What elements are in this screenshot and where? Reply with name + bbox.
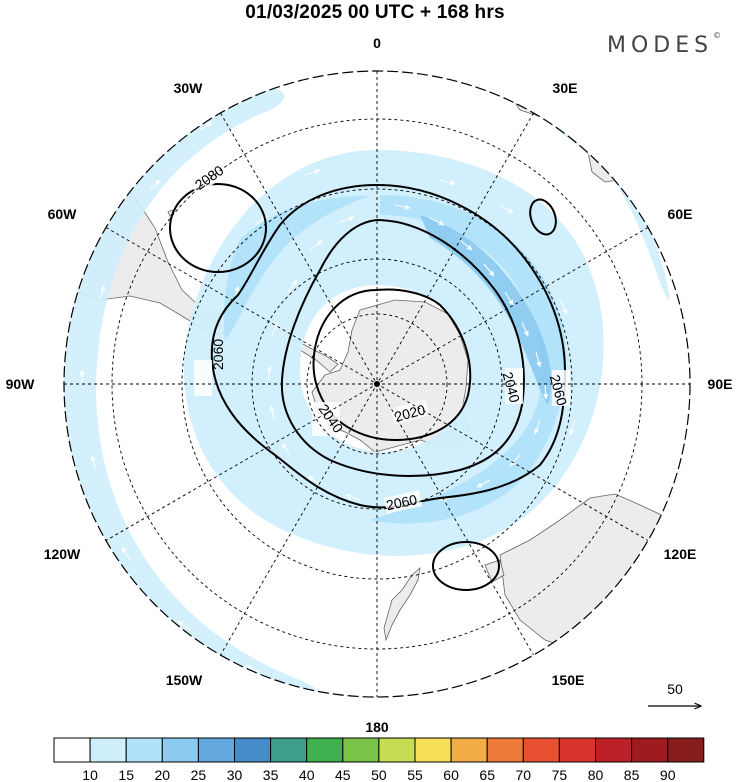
colorbar-tick-label: 20: [155, 767, 171, 782]
contour-label-2060-south: 2060: [385, 491, 419, 513]
colorbar-tick-label: 15: [118, 767, 134, 782]
contour-2060-south: [432, 541, 500, 591]
colorbar-tick-label: 75: [552, 767, 568, 782]
colorbar-swatch: [378, 737, 416, 763]
colorbar-tick-label: 65: [479, 767, 495, 782]
colorbar-swatch: [558, 737, 597, 763]
colorbar-tick-label: 85: [624, 767, 640, 782]
colorbar-swatch: [161, 737, 199, 763]
modes-logo: MODES©: [607, 31, 722, 58]
south-pole-marker: [374, 381, 380, 387]
colorbar-tick-label: 30: [227, 767, 243, 782]
colorbar-tick-label: 45: [335, 767, 351, 782]
colorbar-swatch: [342, 737, 380, 763]
colorbar-tick-label: 25: [191, 767, 207, 782]
colorbar-tick-label: 40: [299, 767, 315, 782]
contour-label-2020: 2020: [393, 401, 427, 425]
colorbar-tick-label: 35: [263, 767, 279, 782]
colorbar-swatch: [53, 737, 91, 763]
wind-shading: [64, 88, 670, 697]
colorbar-swatch: [667, 737, 705, 763]
label-150e: 150E: [552, 672, 585, 688]
contour-2020: [312, 288, 472, 442]
map-boundary: [63, 70, 691, 698]
colorbar-swatch: [414, 737, 452, 763]
contour-2060-main: [210, 183, 567, 509]
colorbar-tick-label: 60: [443, 767, 459, 782]
label-60e: 60E: [668, 206, 693, 222]
label-90w: 90W: [6, 376, 36, 392]
contour-2060-east: [529, 198, 557, 236]
colorbar-swatch: [125, 737, 163, 763]
contour-2080: [169, 183, 267, 273]
shading-20-west: [223, 195, 370, 340]
contour-2040: [280, 218, 525, 477]
new-zealand: [383, 566, 421, 642]
colorbar-tick-label: 90: [660, 767, 676, 782]
contour-labels: 2080 2060 2060 2040 2040 2020 2060: [188, 162, 570, 514]
label-120w: 120W: [44, 546, 81, 562]
label-0: 0: [373, 35, 381, 51]
shading-20: [370, 195, 567, 524]
colorbar-swatch: [522, 737, 560, 763]
map-title: 01/03/2025 00 UTC + 168 hrs: [245, 2, 505, 23]
label-150w: 150W: [166, 672, 203, 688]
colorbar-swatch: [595, 737, 633, 763]
label-90e: 90E: [708, 376, 733, 392]
shading-15-outer: [64, 88, 319, 697]
copyright-mark: ©: [713, 31, 722, 40]
contour-label-2040-east: 2040: [500, 370, 524, 404]
label-120e: 120E: [664, 546, 697, 562]
meridian-labels: 0 30E 60E 90E 120E 150E 180 150W 120W 90…: [6, 35, 733, 735]
label-30w: 30W: [174, 80, 204, 96]
colorbar-tick-label: 50: [371, 767, 387, 782]
shading-25: [420, 215, 552, 405]
colorbar-tick-label: 10: [82, 767, 98, 782]
colorbar-swatch: [631, 737, 669, 763]
colorbar: 10 15 20 25 30 35 40 45 50 55 60 65 70 75 80 85 90: [53, 737, 705, 782]
contour-label-2060-east: 2060: [547, 373, 571, 407]
colorbar-swatch: [306, 737, 344, 763]
colorbar-swatch: [486, 737, 524, 763]
colorbar-tick-label: 55: [407, 767, 423, 782]
reference-vector-label: 50: [667, 681, 683, 697]
colorbar-swatch: [89, 737, 127, 763]
brand-name: MODES: [607, 33, 714, 58]
label-180: 180: [365, 719, 389, 735]
reference-vector: 50: [648, 681, 701, 706]
label-30e: 30E: [553, 80, 578, 96]
colorbar-swatch: [450, 737, 488, 763]
label-60w: 60W: [48, 206, 78, 222]
contour-label-2060-west: 2060: [210, 339, 226, 370]
colorbar-swatch: [234, 737, 272, 763]
colorbar-tick-label: 80: [588, 767, 604, 782]
colorbar-swatch: [270, 737, 308, 763]
colorbar-swatch: [197, 737, 235, 763]
height-contours: [169, 183, 567, 591]
colorbar-tick-label: 70: [516, 767, 532, 782]
